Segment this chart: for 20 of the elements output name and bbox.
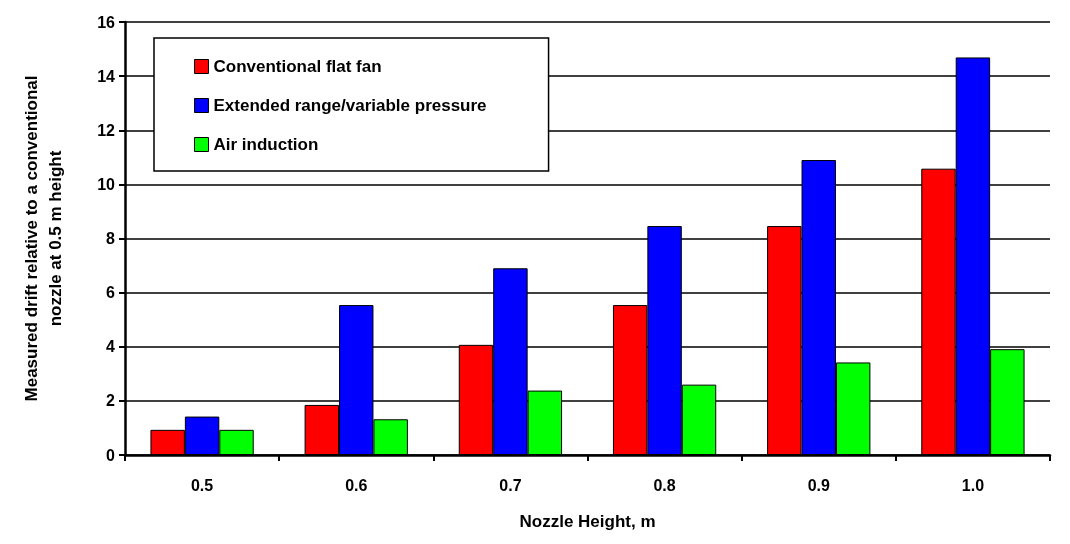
x-tick-label: 0.6 <box>345 476 368 494</box>
x-axis-title: Nozzle Height, m <box>519 512 656 531</box>
y-tick-label: 8 <box>106 230 116 247</box>
x-tick-label: 0.7 <box>499 476 522 494</box>
y-tick-label: 0 <box>106 446 116 464</box>
x-tick-label: 0.5 <box>190 476 214 494</box>
x-tick-label: 0.9 <box>807 476 830 494</box>
y-tick-label: 6 <box>106 284 116 302</box>
y-tick-label: 16 <box>97 13 116 31</box>
y-tick-label: 14 <box>97 67 116 85</box>
y-tick-label: 4 <box>106 338 116 356</box>
y-tick-label: 10 <box>97 175 116 193</box>
y-tick-label: 2 <box>106 392 116 410</box>
legend-label: Conventional flat fan <box>213 57 382 76</box>
x-tick-label: 0.8 <box>653 476 676 494</box>
x-tick-label: 1.0 <box>961 476 985 494</box>
legend-label: Air induction <box>213 135 319 154</box>
y-axis-title: Measured drift relative to a conventional nozzle at 0.5 m height <box>21 75 65 402</box>
y-tick-label: 12 <box>97 121 116 139</box>
legend-label: Extended range/variable pressure <box>213 96 487 115</box>
